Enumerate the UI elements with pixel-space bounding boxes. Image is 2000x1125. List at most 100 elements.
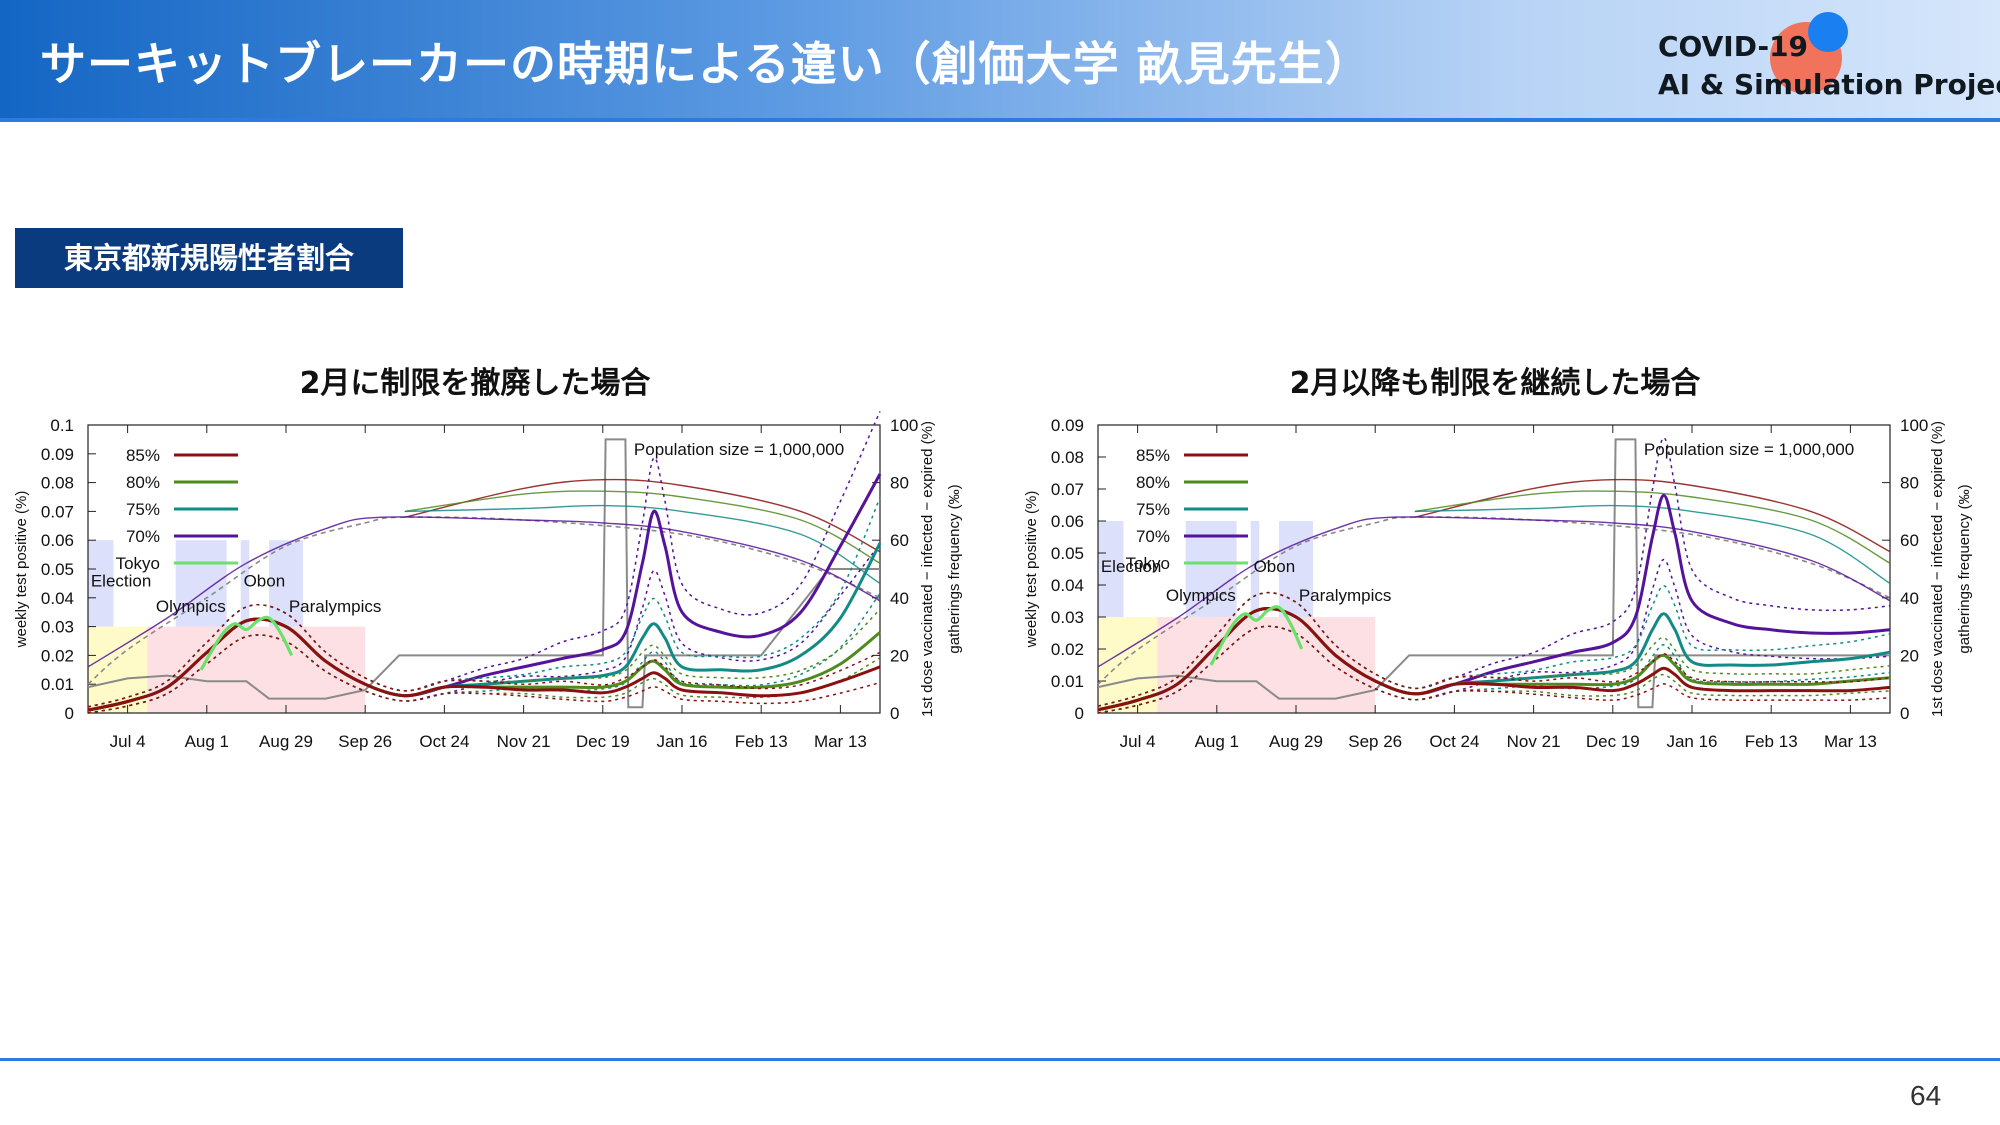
- y2-axis-label: gatherings frequency (‰): [946, 484, 963, 653]
- header-divider: [0, 118, 2000, 122]
- x-tick-label: Dec 19: [1586, 732, 1640, 751]
- x-tick-label: Aug 1: [185, 732, 229, 751]
- y-tick-label: 0.08: [41, 474, 74, 493]
- y2-tick-label: 0: [890, 704, 899, 723]
- legend-label: Tokyo: [1126, 554, 1170, 573]
- x-tick-label: Mar 13: [1824, 732, 1877, 751]
- y2-tick-label: 40: [1900, 589, 1919, 608]
- footer-divider: [0, 1058, 2000, 1061]
- legend-label: 85%: [1136, 446, 1170, 465]
- logo-blue-circle-icon: [1808, 12, 1848, 52]
- y-tick-label: 0.09: [1051, 416, 1084, 435]
- y-tick-label: 0.05: [1051, 544, 1084, 563]
- series-line-tokyo: [1209, 605, 1304, 666]
- y-tick-label: 0.02: [1051, 640, 1084, 659]
- event-band: [1250, 521, 1260, 617]
- series-upper-band: [87, 410, 881, 708]
- y-tick-label: 0.07: [1051, 480, 1084, 499]
- series-lower-band: [1097, 558, 1891, 714]
- y2-axis-label: 1st dose vaccinated − infected − expired…: [1929, 421, 1946, 717]
- left-chart: 0 0.01 0.02 0.03 0.04 0.05 0.06 0.07 0.08 0.09 0.1…: [13, 410, 963, 751]
- left-chart-heading: 2月に制限を撤廃した場合: [299, 366, 651, 401]
- legend-label: 70%: [126, 527, 160, 546]
- series-lower-band: [87, 634, 881, 714]
- event-band: [88, 540, 114, 627]
- series-upper-band: [1097, 592, 1891, 707]
- y-tick-label: 0: [65, 704, 74, 723]
- right-chart-heading: 2月以降も制限を継続した場合: [1289, 366, 1701, 401]
- legend-label: 70%: [1136, 527, 1170, 546]
- y-tick-label: 0.1: [50, 416, 74, 435]
- x-tick-label: Sep 26: [1348, 732, 1402, 751]
- y-axis-label: weekly test positive (%): [13, 491, 30, 649]
- x-tick-label: Oct 24: [419, 732, 469, 751]
- y2-tick-label: 80: [1900, 474, 1919, 493]
- x-tick-label: Jan 16: [1666, 732, 1717, 751]
- y2-axis-label: 1st dose vaccinated − infected − expired…: [919, 421, 936, 717]
- vaccination-line: [1414, 490, 1891, 564]
- event-label: Olympics: [1166, 586, 1236, 605]
- x-tick-label: Nov 21: [497, 732, 551, 751]
- vaccination-line: [404, 478, 881, 553]
- y2-tick-label: 0: [1900, 704, 1909, 723]
- x-tick-label: Jul 4: [110, 732, 146, 751]
- x-tick-label: Sep 26: [338, 732, 392, 751]
- x-tick-label: Feb 13: [735, 732, 788, 751]
- event-label: Olympics: [156, 597, 226, 616]
- x-tick-label: Oct 24: [1429, 732, 1479, 751]
- legend-label: 85%: [126, 446, 160, 465]
- slide-header: サーキットブレーカーの時期による違い（創価大学 畝見先生） COVID-19 A…: [0, 0, 2000, 118]
- gatherings-line: [1097, 674, 1376, 700]
- legend-label: 80%: [126, 473, 160, 492]
- vaccination-line: [404, 504, 881, 584]
- y-tick-label: 0.04: [41, 589, 74, 608]
- y-tick-label: 0.04: [1051, 576, 1084, 595]
- event-label: Election: [91, 571, 151, 590]
- event-label: Obon: [1254, 557, 1296, 576]
- vaccination-line: [1414, 478, 1891, 553]
- series-upper-band: [87, 604, 881, 708]
- legend-label: 75%: [1136, 500, 1170, 519]
- y-axis-label: weekly test positive (%): [1023, 491, 1040, 649]
- vaccination-line: [404, 490, 881, 564]
- event-band: [269, 540, 303, 627]
- y2-tick-label: 20: [890, 646, 909, 665]
- x-tick-label: Dec 19: [576, 732, 630, 751]
- x-tick-label: Nov 21: [1507, 732, 1561, 751]
- y2-tick-label: 60: [1900, 531, 1919, 550]
- legend-label: Tokyo: [116, 554, 160, 573]
- legend-label: 80%: [1136, 473, 1170, 492]
- x-tick-label: Aug 1: [1195, 732, 1239, 751]
- vaccination-line: [1097, 516, 1891, 668]
- y-tick-label: 0.06: [41, 531, 74, 550]
- y-tick-label: 0: [1075, 704, 1084, 723]
- y2-axis-label: gatherings frequency (‰): [1956, 484, 1973, 653]
- x-tick-label: Jul 4: [1120, 732, 1156, 751]
- slide-title: サーキットブレーカーの時期による違い（創価大学 畝見先生）: [40, 37, 1372, 91]
- series-line-85pct: [87, 617, 881, 712]
- series-line-tokyo: [199, 615, 294, 671]
- event-band: [1279, 521, 1313, 617]
- y-tick-label: 0.02: [41, 646, 74, 665]
- x-tick-label: Aug 29: [259, 732, 313, 751]
- y-tick-label: 0.09: [41, 445, 74, 464]
- x-tick-label: Mar 13: [814, 732, 867, 751]
- event-band: [1157, 617, 1376, 713]
- event-band: [240, 540, 250, 627]
- y2-tick-label: 100: [1900, 416, 1928, 435]
- section-label: 東京都新規陽性者割合: [15, 228, 403, 288]
- series-upper-band: [87, 604, 881, 708]
- event-label: Obon: [244, 571, 286, 590]
- y-tick-label: 0.05: [41, 560, 74, 579]
- y2-tick-label: 100: [890, 416, 918, 435]
- y-tick-label: 0.01: [41, 675, 74, 694]
- series-line-85pct: [1097, 607, 1891, 712]
- y-tick-label: 0.03: [41, 618, 74, 637]
- event-band: [1098, 521, 1124, 617]
- legend-label: 75%: [126, 500, 160, 519]
- y-tick-label: 0.03: [1051, 608, 1084, 627]
- x-tick-label: Aug 29: [1269, 732, 1323, 751]
- series-upper-band: [1097, 585, 1891, 707]
- x-tick-label: Jan 16: [656, 732, 707, 751]
- x-tick-label: Feb 13: [1745, 732, 1798, 751]
